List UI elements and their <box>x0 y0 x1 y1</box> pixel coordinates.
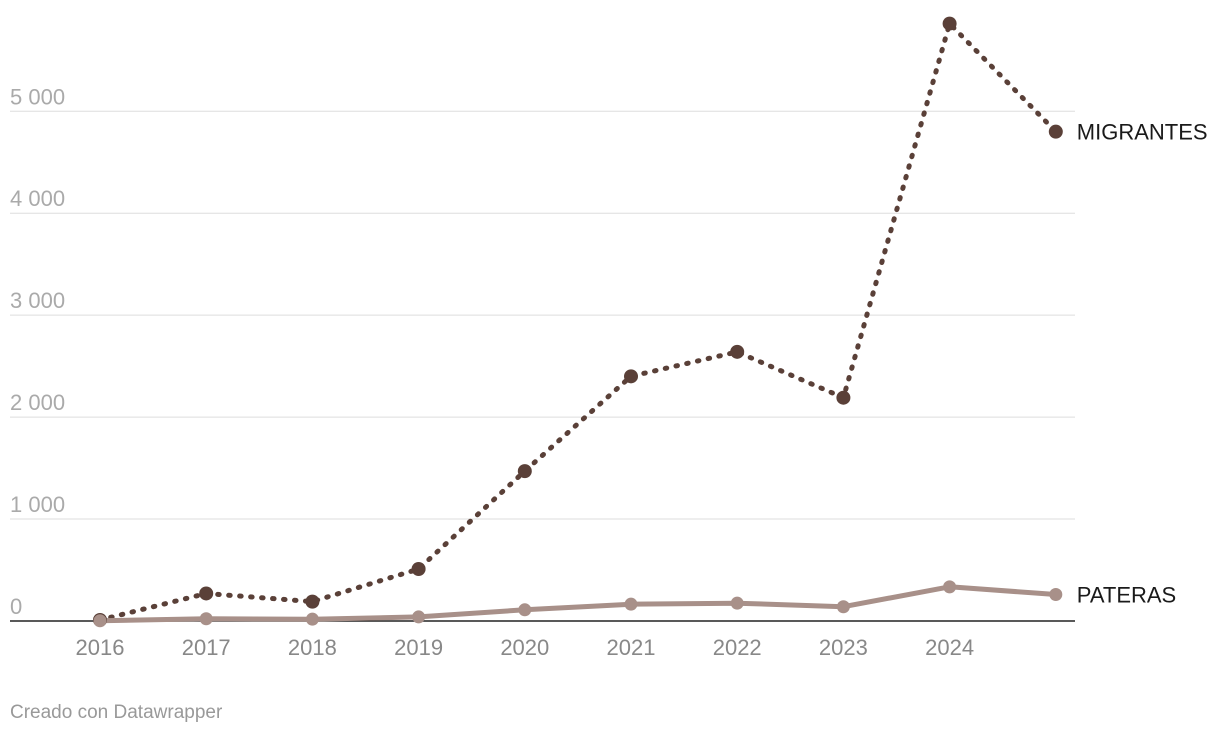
y-tick-label: 3 000 <box>10 288 65 313</box>
data-point-migrantes <box>305 594 320 609</box>
series-lines <box>97 21 1059 624</box>
data-point-pateras <box>93 614 107 628</box>
series-labels: MIGRANTES PATERAS <box>1077 120 1208 608</box>
data-point-migrantes <box>942 16 957 31</box>
x-tick-label: 2017 <box>182 635 231 660</box>
data-point-pateras <box>1049 587 1063 601</box>
series-points <box>93 16 1063 628</box>
x-tick-label: 2023 <box>819 635 868 660</box>
y-tick-label: 4 000 <box>10 186 65 211</box>
data-point-pateras <box>199 612 213 626</box>
y-tick-label: 5 000 <box>10 84 65 109</box>
y-tick-label: 0 <box>10 594 22 619</box>
data-point-pateras <box>412 610 426 624</box>
series-label-migrantes: MIGRANTES <box>1077 120 1208 145</box>
data-point-pateras <box>518 603 532 617</box>
x-tick-label: 2024 <box>925 635 974 660</box>
y-axis-ticks: 0 1 000 2 000 3 000 4 000 5 000 <box>10 84 65 619</box>
credit-text: Creado con Datawrapper <box>10 702 223 723</box>
data-point-pateras <box>624 597 638 611</box>
data-point-pateras <box>305 612 319 626</box>
x-axis-ticks: 2016 2017 2018 2019 2020 2021 2022 2023 2024 <box>76 635 975 660</box>
data-point-pateras <box>836 600 850 614</box>
data-point-migrantes <box>1048 124 1063 139</box>
data-point-pateras <box>730 596 744 610</box>
y-tick-label: 1 000 <box>10 492 65 517</box>
data-point-migrantes <box>730 344 745 359</box>
x-tick-label: 2021 <box>607 635 656 660</box>
data-point-migrantes <box>836 390 851 405</box>
series-line-migrantes <box>97 21 1059 623</box>
data-point-migrantes <box>411 562 426 577</box>
x-tick-label: 2019 <box>394 635 443 660</box>
x-tick-label: 2018 <box>288 635 337 660</box>
data-point-migrantes <box>199 586 214 601</box>
data-point-pateras <box>943 580 957 594</box>
series-label-pateras: PATERAS <box>1077 582 1176 607</box>
gridlines <box>10 110 1075 622</box>
x-tick-label: 2016 <box>76 635 125 660</box>
x-tick-label: 2022 <box>713 635 762 660</box>
x-tick-label: 2020 <box>500 635 549 660</box>
y-tick-label: 2 000 <box>10 390 65 415</box>
data-point-migrantes <box>624 369 638 384</box>
data-point-migrantes <box>517 464 532 479</box>
series-line-pateras <box>97 584 1059 624</box>
